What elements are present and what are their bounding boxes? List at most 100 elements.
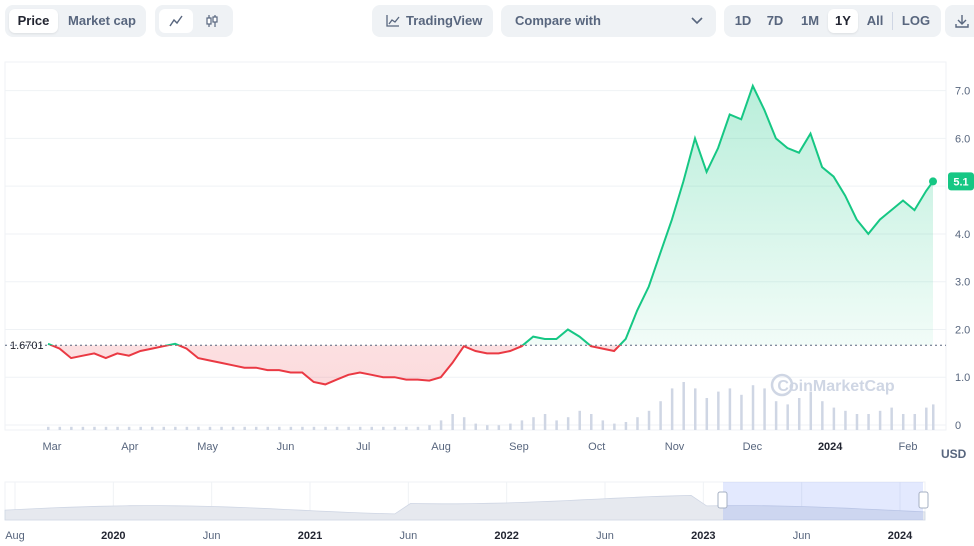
volume-bar	[809, 391, 813, 430]
volume-bar	[590, 414, 593, 430]
volume-bar	[220, 426, 223, 430]
x-tick-label: Sep	[509, 441, 529, 453]
volume-bar	[116, 426, 119, 430]
volume-bar	[821, 401, 824, 430]
volume-bar	[301, 426, 304, 430]
x-tick-label: Apr	[121, 441, 138, 453]
navigator-label: 2020	[101, 530, 125, 542]
range-1y[interactable]: 1Y	[828, 9, 858, 33]
volume-bar	[243, 426, 246, 430]
volume-bar	[647, 410, 651, 430]
volume-bar	[624, 422, 628, 430]
price-line-up	[47, 83, 934, 346]
range-1d[interactable]: 1D	[734, 13, 752, 28]
y-tick-label: 7.0	[955, 86, 970, 98]
chart-type-toggle	[155, 5, 233, 37]
volume-bar	[705, 398, 709, 430]
tradingview-label: TradingView	[406, 13, 483, 28]
range-toggle: 1D 7D 1M 1Y All LOG	[724, 5, 941, 37]
volume-bar	[70, 426, 73, 430]
y-tick-label: 3.0	[955, 277, 970, 289]
navigator-handle-left[interactable]	[717, 491, 728, 509]
candlestick-icon[interactable]	[195, 9, 229, 33]
volume-bar	[786, 404, 789, 430]
x-tick-label: May	[197, 441, 218, 453]
volume-bar	[93, 426, 96, 430]
volume-bar	[416, 426, 420, 430]
watermark-text: CoinMarketCap	[777, 378, 895, 395]
volume-bar	[932, 404, 935, 430]
volume-bar	[682, 382, 685, 430]
volume-bar	[578, 410, 581, 430]
line-chart-icon[interactable]	[159, 9, 193, 33]
current-price-label: 5.1	[953, 176, 968, 188]
volume-bar	[127, 426, 131, 430]
volume-bar	[405, 426, 408, 430]
volume-bar	[208, 426, 212, 430]
volume-bar	[774, 401, 778, 430]
volume-bar	[162, 426, 166, 430]
navigator-selection[interactable]	[723, 482, 923, 520]
volume-bar	[439, 420, 443, 430]
volume-bar	[751, 385, 755, 430]
y-tick-label: 0	[955, 420, 961, 432]
y-tick-label: 4.0	[955, 229, 970, 241]
navigator-label: Jun	[203, 530, 221, 542]
volume-bar	[185, 426, 189, 430]
volume-bar	[867, 414, 870, 430]
volume-bar	[174, 426, 177, 430]
x-tick-label: Feb	[899, 441, 918, 453]
volume-bar	[254, 426, 258, 430]
volume-bar	[566, 417, 570, 430]
chevron-down-icon	[691, 17, 703, 25]
volume-bar	[890, 407, 893, 430]
volume-bar	[486, 425, 489, 430]
volume-bar	[520, 420, 524, 430]
y-axis: 7.06.05.04.03.02.01.00	[955, 86, 970, 432]
volume-bar	[231, 426, 235, 430]
volume-bar	[335, 426, 339, 430]
volume-bar	[358, 426, 362, 430]
navigator-label: 2021	[298, 530, 322, 542]
navigator-label: 2023	[691, 530, 715, 542]
download-button[interactable]	[945, 5, 974, 37]
compare-dropdown[interactable]: Compare with	[501, 5, 716, 37]
volume-bar	[370, 426, 373, 430]
navigator-label: Jun	[596, 530, 614, 542]
x-tick-label: 2024	[818, 441, 843, 453]
range-7d[interactable]: 7D	[766, 13, 784, 28]
range-1m[interactable]: 1M	[800, 13, 820, 28]
volume-bar	[532, 417, 535, 430]
range-all[interactable]: All	[866, 13, 884, 28]
price-marketcap-toggle: Price Market cap	[5, 5, 146, 37]
area-above-baseline	[48, 85, 933, 346]
volume-bar	[659, 401, 662, 430]
range-log[interactable]: LOG	[901, 13, 931, 28]
price-line-down	[48, 345, 622, 386]
volume-bar	[601, 420, 605, 430]
tradingview-button[interactable]: TradingView	[372, 5, 493, 37]
marketcap-tab[interactable]: Market cap	[68, 13, 136, 28]
x-tick-label: Mar	[43, 441, 62, 453]
x-tick-label: Dec	[743, 441, 763, 453]
navigator-label: 2022	[494, 530, 518, 542]
volume-bar	[717, 391, 720, 430]
price-tab[interactable]: Price	[9, 9, 58, 33]
current-price-tag	[948, 172, 974, 191]
x-tick-label: Jul	[356, 441, 370, 453]
navigator-handle-right[interactable]	[918, 491, 929, 509]
volume-bar	[913, 414, 917, 430]
volume-bar	[393, 426, 397, 430]
volume-bar	[728, 388, 732, 430]
volume-bar	[104, 426, 108, 430]
volume-bar	[855, 414, 859, 430]
baseline-label: 1.6701	[10, 340, 44, 352]
x-axis: Mar Apr May Jun Jul Aug Sep Oct Nov Dec 2024 Feb	[43, 441, 918, 453]
tradingview-chart-icon	[386, 15, 400, 27]
x-tick-label: Aug	[431, 441, 451, 453]
volume-bar	[428, 425, 431, 430]
volume-bar	[81, 426, 85, 430]
volume-bar	[925, 407, 928, 430]
x-tick-label: Jun	[277, 441, 295, 453]
